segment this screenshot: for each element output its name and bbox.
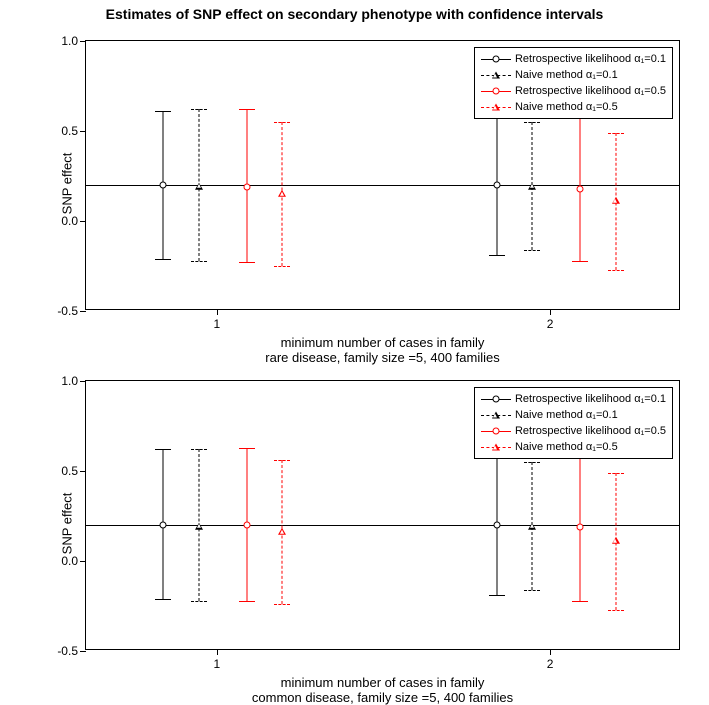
x-axis-label: minimum number of cases in family common… (86, 675, 679, 705)
legend-label: Naive method α₁=0.1 (515, 69, 618, 81)
x-tick-label: 2 (547, 649, 554, 671)
y-tick-label: -0.5 (57, 644, 86, 658)
legend-label: Naive method α₁=0.5 (515, 441, 618, 453)
chart-panel: -0.50.00.51.012SNP effectminimum number … (85, 40, 680, 310)
legend-item: Retrospective likelihood α₁=0.5 (481, 83, 666, 99)
x-axis-label: minimum number of cases in family rare d… (86, 335, 679, 365)
y-axis-label: SNP effect (59, 153, 74, 215)
y-tick-label: 0.5 (61, 464, 86, 478)
reference-line (86, 185, 679, 186)
legend-label: Naive method α₁=0.5 (515, 101, 618, 113)
legend-label: Retrospective likelihood α₁=0.1 (515, 393, 666, 405)
x-tick-label: 1 (214, 649, 221, 671)
y-tick-label: 0.5 (61, 124, 86, 138)
legend: Retrospective likelihood α₁=0.1 Naive met… (474, 47, 673, 119)
reference-line (86, 525, 679, 526)
figure-title: Estimates of SNP effect on secondary phe… (0, 6, 709, 22)
legend-label: Retrospective likelihood α₁=0.1 (515, 53, 666, 65)
legend-item: Retrospective likelihood α₁=0.1 (481, 391, 666, 407)
legend-label: Naive method α₁=0.1 (515, 409, 618, 421)
y-tick-label: -0.5 (57, 304, 86, 318)
x-tick-label: 1 (214, 309, 221, 331)
y-tick-label: 0.0 (61, 554, 86, 568)
y-tick-label: 0.0 (61, 214, 86, 228)
y-axis-label: SNP effect (59, 493, 74, 555)
legend-item: Retrospective likelihood α₁=0.5 (481, 423, 666, 439)
y-tick-label: 1.0 (61, 374, 86, 388)
legend-item: Naive method α₁=0.1 (481, 407, 666, 423)
legend-item: Naive method α₁=0.5 (481, 99, 666, 115)
figure: Estimates of SNP effect on secondary phe… (0, 0, 709, 700)
x-tick-label: 2 (547, 309, 554, 331)
legend: Retrospective likelihood α₁=0.1 Naive met… (474, 387, 673, 459)
chart-panel: -0.50.00.51.012SNP effectminimum number … (85, 380, 680, 650)
legend-label: Retrospective likelihood α₁=0.5 (515, 85, 666, 97)
legend-item: Naive method α₁=0.1 (481, 67, 666, 83)
legend-item: Naive method α₁=0.5 (481, 439, 666, 455)
legend-label: Retrospective likelihood α₁=0.5 (515, 425, 666, 437)
y-tick-label: 1.0 (61, 34, 86, 48)
legend-item: Retrospective likelihood α₁=0.1 (481, 51, 666, 67)
